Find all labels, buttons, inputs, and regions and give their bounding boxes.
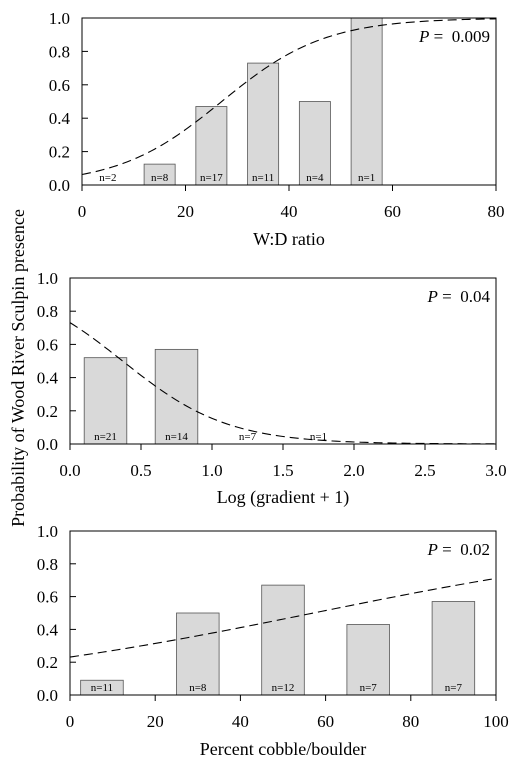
x-tick-label: 0.5 <box>130 461 151 480</box>
y-tick-label: 0.0 <box>37 686 58 705</box>
x-tick-label: 80 <box>488 202 505 221</box>
bar <box>176 612 220 696</box>
y-tick-label: 0.6 <box>37 335 58 354</box>
x-tick-label: 2.0 <box>343 461 364 480</box>
x-tick-label: 3.0 <box>485 461 506 480</box>
p-value-annotation: P = 0.04 <box>427 287 491 306</box>
bar-n-label: n=17 <box>200 172 223 184</box>
bar <box>83 357 128 445</box>
chart-panel-3: n=11 n=8 n=12 n=7 n=7 0.0 0.2 0.4 0.6 0.8 1.0 0 20 40… <box>37 522 509 759</box>
fitted-logistic-curve <box>69 322 497 445</box>
x-tick-label: 80 <box>402 712 419 731</box>
bar-n-label: n=7 <box>360 682 378 694</box>
x-axis-title: Percent cobble/boulder <box>200 739 366 759</box>
bar-n-label: n=7 <box>239 431 257 443</box>
bar <box>261 584 305 696</box>
x-tick-label: 60 <box>384 202 401 221</box>
plot-frame <box>69 530 497 696</box>
bar <box>431 601 476 696</box>
bar-n-label: n=11 <box>91 682 113 694</box>
y-tick-label: 0.8 <box>37 555 58 574</box>
y-tick-label: 0.2 <box>37 402 58 421</box>
y-tick-label: 0.2 <box>37 653 58 672</box>
bar <box>247 62 280 186</box>
y-tick-label: 1.0 <box>49 9 70 28</box>
fitted-logistic-curve <box>69 577 497 658</box>
p-value-symbol: P <box>427 287 438 306</box>
bar <box>346 624 390 696</box>
p-value-symbol: P <box>418 27 429 46</box>
p-value-number: = 0.04 <box>438 287 491 306</box>
bar-n-label: n=1 <box>358 172 375 184</box>
y-tick-label: 0.2 <box>49 143 70 162</box>
bar-n-label: n=8 <box>189 682 207 694</box>
x-tick-label: 0 <box>78 202 87 221</box>
y-tick-label: 0.0 <box>49 176 70 195</box>
x-tick-label: 40 <box>281 202 298 221</box>
bar-n-label: n=14 <box>165 431 188 443</box>
x-tick-label: 40 <box>232 712 249 731</box>
bar-n-label: n=2 <box>99 172 116 184</box>
y-tick-label: 0.4 <box>37 620 59 639</box>
fitted-logistic-curve <box>81 18 497 176</box>
bar <box>195 106 228 186</box>
y-tick-label: 1.0 <box>37 522 58 541</box>
y-tick-label: 0.4 <box>37 369 59 388</box>
p-value-symbol: P <box>427 540 438 559</box>
x-tick-label: 1.5 <box>272 461 293 480</box>
p-value-annotation: P = 0.02 <box>427 540 490 559</box>
x-tick-label: 0 <box>66 712 75 731</box>
bar <box>298 101 331 186</box>
x-tick-label: 0.0 <box>59 461 80 480</box>
y-tick-label: 0.8 <box>49 42 70 61</box>
x-tick-label: 60 <box>317 712 334 731</box>
y-tick-label: 0.6 <box>49 76 70 95</box>
y-tick-label: 0.8 <box>37 302 58 321</box>
bar-n-label: n=1 <box>310 431 327 443</box>
chart-panel-1: n=2 n=8 n=17 n=11 n=4 n=1 0.0 0.2 0.4 0.6 0.8 1.0 0 2… <box>49 9 505 249</box>
x-tick-label: 2.5 <box>414 461 435 480</box>
y-tick-label: 0.6 <box>37 588 58 607</box>
bar-n-label: n=8 <box>151 172 169 184</box>
x-tick-label: 100 <box>483 712 509 731</box>
bar-n-label: n=7 <box>445 682 463 694</box>
shared-y-axis-title: Probability of Wood River Sculpin presen… <box>8 209 28 527</box>
chart-panel-2: n=21 n=14 n=7 n=1 0.0 0.2 0.4 0.6 0.8 1.0 0.0 0.5 1.… <box>37 269 507 508</box>
y-tick-label: 0.4 <box>49 109 71 128</box>
x-tick-label: 1.0 <box>201 461 222 480</box>
bar-n-label: n=12 <box>272 682 295 694</box>
y-tick-label: 1.0 <box>37 269 58 288</box>
bar <box>154 348 199 445</box>
bar-n-label: n=4 <box>306 172 324 184</box>
x-axis-title: W:D ratio <box>253 229 325 249</box>
p-value-annotation: P = 0.009 <box>418 27 490 46</box>
p-value-number: = 0.02 <box>438 540 490 559</box>
bar <box>350 17 383 186</box>
x-axis-title: Log (gradient + 1) <box>217 487 350 508</box>
bar-n-label: n=21 <box>94 431 117 443</box>
y-tick-label: 0.0 <box>37 435 58 454</box>
p-value-number: = 0.009 <box>429 27 490 46</box>
x-tick-label: 20 <box>177 202 194 221</box>
x-tick-label: 20 <box>147 712 164 731</box>
bar-n-label: n=11 <box>252 172 274 184</box>
